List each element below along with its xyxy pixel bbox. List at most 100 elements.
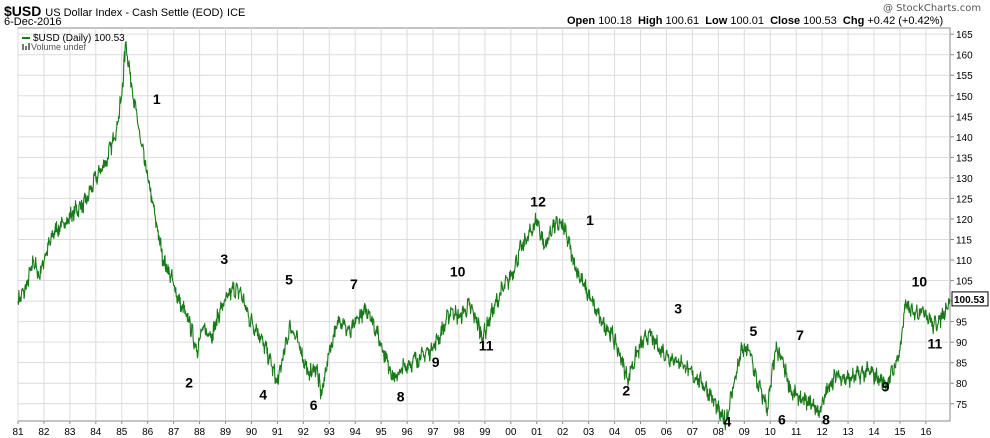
x-tick-label: 12 — [817, 427, 829, 438]
wave-label: 9 — [432, 354, 440, 370]
low-label: Low — [705, 15, 728, 27]
x-tick-label: 85 — [116, 427, 128, 438]
y-tick-label: 130 — [956, 174, 973, 185]
wave-label: 5 — [285, 272, 293, 288]
x-tick-label: 83 — [64, 427, 76, 438]
x-tick-label: 06 — [661, 427, 673, 438]
x-tick-label: 02 — [557, 427, 569, 438]
x-tick-label: 03 — [583, 427, 595, 438]
wave-label: 10 — [912, 274, 928, 290]
chart-date: 6-Dec-2016 — [4, 16, 62, 28]
y-tick-label: 150 — [956, 92, 973, 103]
x-tick-label: 11 — [791, 427, 802, 438]
x-tick-label: 94 — [350, 427, 362, 438]
open-label: Open — [567, 15, 596, 27]
exchange: ICE — [227, 7, 246, 19]
wave-label: 3 — [674, 300, 682, 316]
y-tick-label: 145 — [956, 112, 973, 123]
y-tick-label: 120 — [956, 215, 973, 226]
x-tick-label: 92 — [298, 427, 310, 438]
x-tick-label: 08 — [713, 427, 725, 438]
change-label: Chg — [842, 15, 865, 27]
legend-series-label: $USD (Daily) 100.53 — [33, 33, 125, 44]
x-tick-label: 88 — [194, 427, 206, 438]
plot-frame — [17, 27, 951, 422]
wave-label: 2 — [185, 374, 193, 390]
wave-label: 11 — [928, 335, 943, 351]
y-tick-label: 105 — [956, 277, 973, 288]
wave-label: 7 — [796, 327, 804, 343]
x-tick-label: 01 — [531, 427, 543, 438]
x-tick-label: 87 — [168, 427, 180, 438]
x-tick-label: 90 — [246, 427, 258, 438]
x-tick-label: 95 — [376, 427, 388, 438]
wave-label: 12 — [530, 194, 546, 210]
close-value: 100.53 — [803, 15, 837, 27]
x-tick-label: 81 — [12, 427, 24, 438]
x-tick-label: 82 — [38, 427, 50, 438]
x-tick-label: 96 — [402, 427, 414, 438]
wave-label: 3 — [220, 251, 228, 267]
wave-label: 7 — [350, 276, 358, 292]
volume-bar-icon — [25, 46, 27, 50]
y-tick-label: 140 — [956, 133, 973, 144]
high-label: High — [637, 15, 663, 27]
x-tick-label: 14 — [868, 427, 880, 438]
x-tick-label: 16 — [920, 427, 932, 438]
wave-label: 5 — [749, 323, 757, 339]
wave-label: 1 — [586, 212, 594, 228]
x-tick-label: 97 — [427, 427, 439, 438]
wave-label: 10 — [450, 263, 466, 279]
x-tick-label: 13 — [842, 427, 854, 438]
wave-label: 11 — [479, 337, 494, 353]
wave-label: 1 — [153, 91, 161, 107]
y-tick-label: 160 — [956, 51, 973, 62]
open-value: 100.18 — [598, 15, 632, 27]
y-tick-label: 80 — [956, 379, 968, 390]
volume-bar-icon — [28, 43, 30, 50]
brand-watermark: @ StockCharts.com — [883, 3, 982, 14]
x-tick-label: 00 — [505, 427, 517, 438]
y-tick-label: 125 — [956, 194, 973, 205]
y-tick-label: 90 — [956, 338, 968, 349]
y-tick-label: 75 — [956, 400, 968, 411]
wave-label: 8 — [822, 411, 830, 427]
x-tick-label: 89 — [220, 427, 232, 438]
price-line — [17, 41, 951, 431]
x-tick-label: 04 — [609, 427, 621, 438]
legend-volume-label: Volume undef — [31, 42, 87, 52]
x-tick-label: 99 — [479, 427, 491, 438]
x-tick-label: 84 — [90, 427, 102, 438]
y-tick-label: 135 — [956, 153, 973, 164]
y-tick-label: 95 — [956, 318, 968, 329]
x-tick-label: 10 — [765, 427, 777, 438]
y-tick-label: 165 — [956, 30, 973, 41]
y-tick-label: 110 — [956, 256, 972, 267]
high-value: 100.61 — [665, 15, 700, 27]
y-tick-label: 85 — [956, 359, 968, 370]
x-tick-label: 09 — [739, 427, 751, 438]
wave-label: 8 — [397, 389, 405, 405]
change-value: +0.42 (+0.42%) — [867, 15, 944, 27]
ohlc-summary: Open 100.18 High 100.61 Low 100.01 Close… — [567, 15, 943, 27]
wave-label: 9 — [882, 378, 890, 394]
wave-label: 4 — [259, 387, 267, 403]
x-tick-label: 15 — [894, 427, 906, 438]
x-tick-label: 93 — [324, 427, 336, 438]
symbol: $USD — [4, 3, 42, 19]
volume-bar-icon — [22, 44, 24, 50]
wave-label: 2 — [622, 383, 630, 399]
chart-symbol-title: $USD US Dollar Index - Cash Settle (EOD)… — [4, 3, 245, 19]
x-tick-label: 07 — [687, 427, 699, 438]
x-tick-label: 98 — [453, 427, 465, 438]
y-tick-label: 155 — [956, 71, 973, 82]
wave-label: 6 — [310, 397, 318, 413]
last-value-label: 100.53 — [954, 295, 985, 306]
x-tick-label: 91 — [272, 427, 284, 438]
low-value: 100.01 — [730, 15, 764, 27]
last-value-badge — [951, 291, 989, 307]
x-tick-label: 05 — [635, 427, 647, 438]
x-tick-label: 86 — [142, 427, 154, 438]
close-label: Close — [770, 15, 801, 27]
